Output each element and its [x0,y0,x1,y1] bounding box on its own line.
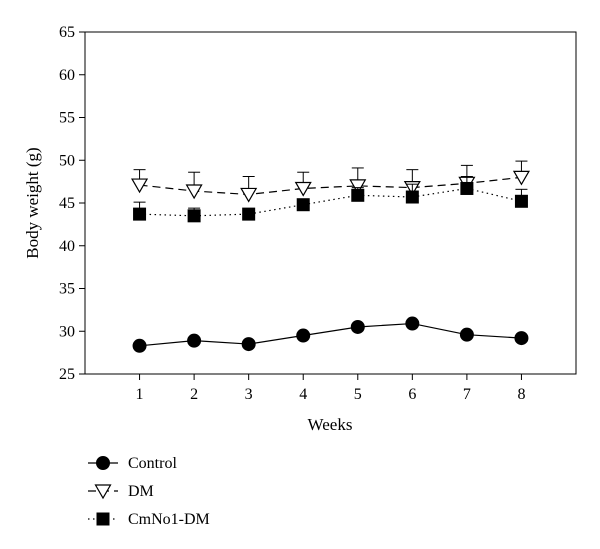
y-tick-label: 50 [59,152,75,169]
data-point [131,178,149,194]
legend-marker [94,484,112,500]
data-point [187,333,202,348]
y-tick-label: 55 [59,110,75,127]
y-tick-label: 60 [59,67,75,84]
data-point [514,194,528,208]
x-tick-label: 1 [136,386,144,403]
data-point [460,181,474,195]
y-axis: 25 30 35 40 45 50 55 60 65 [59,24,85,383]
series-line [139,322,522,347]
data-point [185,184,203,200]
x-tick-label: 3 [245,386,253,403]
legend: Control DM CmNo1-DM [88,455,210,528]
legend-marker [96,456,110,470]
y-tick-label: 35 [59,281,75,298]
data-point [351,188,365,202]
series-line [139,187,522,217]
legend-item: Control [88,455,177,472]
x-axis-label: Weeks [308,415,353,434]
y-tick-label: 45 [59,195,75,212]
x-tick-label: 6 [408,386,416,403]
y-axis-label: Body weight (g) [23,147,42,258]
x-tick-label: 5 [354,386,362,403]
data-point [133,207,147,221]
data-point [187,209,201,223]
legend-marker [96,512,110,526]
plot-frame [84,31,577,375]
legend-label: CmNo1-DM [128,511,210,528]
legend-item: CmNo1-DM [88,511,210,528]
x-tick-label: 7 [463,386,471,403]
data-point [514,331,529,346]
legend-item: DM [88,483,154,500]
series-line [139,176,522,196]
data-point [242,207,256,221]
data-point [459,327,474,342]
series-control [132,316,529,353]
legend-label: Control [128,455,177,472]
y-tick-label: 65 [59,24,75,41]
y-tick-label: 40 [59,238,75,255]
data-point [132,338,147,353]
series-dm [131,160,530,203]
series-cmno1-dm [133,175,528,223]
y-tick-label: 25 [59,366,75,383]
data-point [349,179,367,195]
data-point [512,170,530,186]
data-point [296,198,310,212]
data-point [350,319,365,334]
y-tick-label: 30 [59,323,75,340]
data-point [241,337,256,352]
legend-label: DM [128,483,154,500]
x-tick-label: 4 [299,386,307,403]
data-point [296,328,311,343]
x-tick-label: 8 [517,386,525,403]
data-point [294,181,312,197]
data-point [405,316,420,331]
x-axis: 1 2 3 4 5 6 7 8 [136,374,525,403]
plot-series [131,160,530,353]
data-point [240,187,258,203]
data-point [405,190,419,204]
x-tick-label: 2 [190,386,198,403]
